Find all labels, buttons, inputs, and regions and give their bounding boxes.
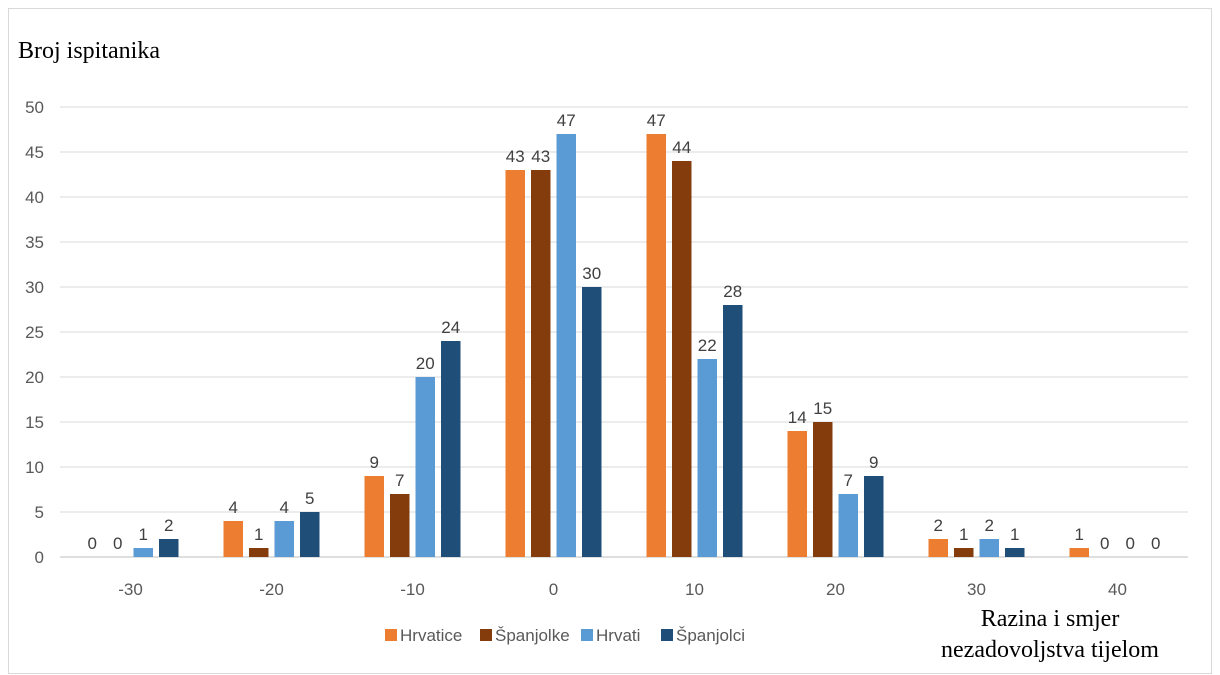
legend-swatch: [661, 629, 673, 641]
data-label: 20: [416, 354, 435, 373]
data-label: 43: [531, 147, 550, 166]
y-tick-label: 5: [35, 503, 44, 522]
bar: [864, 476, 884, 557]
bar: [505, 170, 525, 557]
data-label: 7: [844, 471, 853, 490]
data-label: 5: [305, 489, 314, 508]
data-label: 24: [441, 318, 460, 337]
chart-frame: [8, 8, 1212, 674]
data-label: 0: [1100, 534, 1109, 553]
data-label: 4: [280, 498, 289, 517]
data-label: 0: [1126, 534, 1135, 553]
data-label: 0: [1151, 534, 1160, 553]
bar: [415, 377, 435, 557]
bar: [223, 521, 243, 557]
data-label: 28: [723, 282, 742, 301]
bar: [979, 539, 999, 557]
bar: [928, 539, 948, 557]
legend-swatch: [581, 629, 593, 641]
bar: [300, 512, 320, 557]
bar: [697, 359, 717, 557]
y-tick-label: 30: [25, 278, 44, 297]
x-axis-title: Razina i smjer nezadovoljstva tijelom: [908, 604, 1192, 666]
y-tick-label: 35: [25, 233, 44, 252]
data-label: 1: [1010, 525, 1019, 544]
bar: [1005, 548, 1025, 557]
x-tick-label: -10: [400, 580, 425, 599]
bars: [133, 134, 1089, 557]
legend-swatch: [480, 629, 492, 641]
bar: [159, 539, 179, 557]
x-axis-title-line-1: Razina i smjer: [980, 606, 1120, 632]
data-label: 0: [113, 534, 122, 553]
x-axis-ticks: -30 -20 -10 0 10 20 30 40: [118, 580, 1127, 599]
data-label: 0: [88, 534, 97, 553]
y-tick-label: 0: [35, 548, 44, 567]
bar: [364, 476, 384, 557]
bar: [390, 494, 410, 557]
data-label: 7: [395, 471, 404, 490]
gridlines: [60, 106, 1188, 558]
data-label: 2: [934, 516, 943, 535]
y-tick-label: 10: [25, 458, 44, 477]
data-label: 15: [813, 399, 832, 418]
x-tick-label: -30: [118, 580, 143, 599]
y-tick-label: 50: [25, 98, 44, 117]
data-label: 14: [788, 408, 807, 427]
bar: [274, 521, 294, 557]
bar: [672, 161, 692, 557]
legend-label: Španjolci: [676, 626, 745, 645]
data-label: 2: [164, 516, 173, 535]
bar: [582, 287, 602, 557]
data-label: 30: [582, 264, 601, 283]
data-label: 2: [985, 516, 994, 535]
y-tick-label: 15: [25, 413, 44, 432]
x-tick-label: 30: [967, 580, 986, 599]
data-label: 1: [254, 525, 263, 544]
bar: [556, 134, 576, 557]
y-tick-label: 25: [25, 323, 44, 342]
x-tick-label: 0: [549, 580, 558, 599]
data-label: 43: [506, 147, 525, 166]
y-tick-label: 20: [25, 368, 44, 387]
x-tick-label: 10: [685, 580, 704, 599]
bar: [1069, 548, 1089, 557]
y-axis-ticks: 0 5 10 15 20 25 30 35 40 45 50: [25, 98, 44, 567]
data-label: 9: [370, 453, 379, 472]
x-tick-label: -20: [259, 580, 284, 599]
y-tick-label: 45: [25, 143, 44, 162]
bar: [723, 305, 743, 557]
data-label: 1: [959, 525, 968, 544]
x-tick-label: 40: [1108, 580, 1127, 599]
data-label: 4: [229, 498, 238, 517]
bar: [646, 134, 666, 557]
bar: [249, 548, 269, 557]
bar: [133, 548, 153, 557]
data-label: 47: [557, 111, 576, 130]
legend-swatch: [385, 629, 397, 641]
y-axis-title: Broj ispitanika: [18, 38, 160, 64]
legend: Hrvatice Španjolke Hrvati Španjolci: [385, 626, 745, 645]
x-axis-title-line-2: nezadovoljstva tijelom: [941, 637, 1159, 663]
y-tick-label: 40: [25, 188, 44, 207]
legend-label: Španjolke: [495, 626, 570, 645]
bar: [813, 422, 833, 557]
data-label: 9: [869, 453, 878, 472]
bar: [441, 341, 461, 557]
data-label: 47: [647, 111, 666, 130]
bar: [531, 170, 551, 557]
bar: [954, 548, 974, 557]
data-label: 1: [139, 525, 148, 544]
legend-label: Hrvati: [596, 626, 640, 645]
data-label: 1: [1075, 525, 1084, 544]
bar: [838, 494, 858, 557]
data-label: 44: [672, 138, 691, 157]
bar: [787, 431, 807, 557]
x-tick-label: 20: [826, 580, 845, 599]
data-label: 22: [698, 336, 717, 355]
legend-label: Hrvatice: [400, 626, 462, 645]
